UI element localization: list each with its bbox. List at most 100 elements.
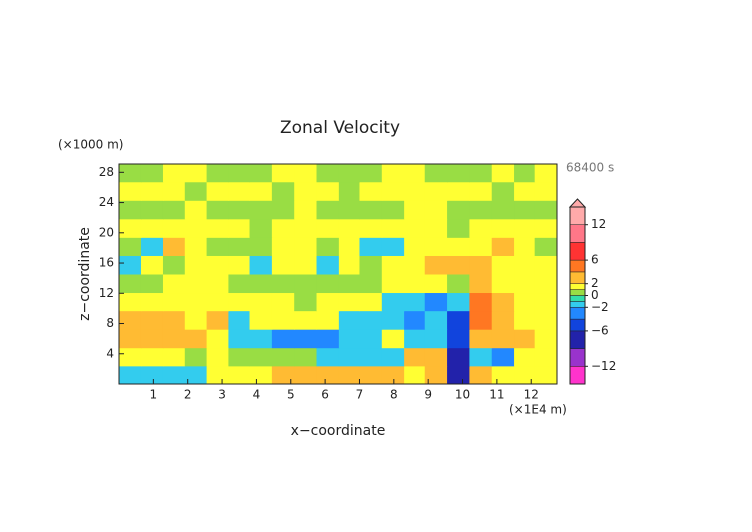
colorbar-tick-label: 0	[591, 288, 599, 302]
colorbar-band	[569, 242, 586, 261]
field-cell	[162, 255, 186, 275]
field-cell	[534, 218, 558, 238]
field-cell	[404, 164, 426, 183]
field-cell	[316, 347, 340, 367]
colorbar-band	[569, 307, 586, 320]
field-cell	[424, 347, 448, 367]
field-cell	[271, 310, 295, 330]
field-cell	[404, 329, 426, 349]
field-cell	[469, 292, 493, 312]
field-cell	[338, 218, 360, 238]
field-cell	[491, 292, 515, 312]
field-cell	[206, 218, 229, 238]
colorbar-band	[569, 289, 586, 296]
field-cell	[447, 365, 470, 385]
field-cell	[491, 237, 515, 256]
colorbar-band	[569, 271, 586, 284]
field-cell	[228, 181, 251, 201]
field-cell	[381, 255, 405, 275]
field-cell	[359, 347, 383, 367]
field-cell	[228, 200, 251, 220]
field-cell	[206, 164, 229, 183]
field-cell	[140, 181, 164, 201]
field-cell	[140, 164, 164, 183]
field-cell	[424, 218, 448, 238]
field-cell	[294, 181, 318, 201]
field-cell	[162, 218, 186, 238]
field-cell	[249, 164, 273, 183]
field-cell	[228, 255, 251, 275]
x-tick-label: 5	[287, 388, 295, 402]
field-cell	[119, 310, 142, 330]
field-cell	[338, 310, 360, 330]
field-cell	[534, 292, 558, 312]
field-cell	[381, 292, 405, 312]
x-tick-label: 2	[184, 388, 192, 402]
field-cell	[381, 347, 405, 367]
chart-title: Zonal Velocity	[280, 118, 400, 138]
field-cell	[140, 200, 164, 220]
field-cell	[206, 181, 229, 201]
x-tick-label: 3	[218, 388, 226, 402]
field-cell	[447, 164, 470, 183]
field-cell	[119, 292, 142, 312]
field-cell	[316, 237, 340, 256]
x-tick-label: 11	[489, 388, 504, 402]
colorbar-band	[569, 366, 586, 385]
field-cell	[294, 164, 318, 183]
field-cell	[381, 181, 405, 201]
field-cell	[491, 329, 515, 349]
field-cell	[424, 164, 448, 183]
colorbar-band	[569, 206, 586, 225]
field-cell	[491, 347, 515, 367]
field-cell	[184, 365, 208, 385]
field-cell	[359, 365, 383, 385]
field-cell	[162, 237, 186, 256]
field-cell	[447, 218, 470, 238]
field-cell	[119, 347, 142, 367]
y-tick-label: 28	[99, 165, 114, 179]
field-cell	[249, 200, 273, 220]
field-cell	[140, 347, 164, 367]
field-cell	[228, 237, 251, 256]
y-tick-label: 4	[106, 346, 114, 360]
field-cell	[469, 347, 493, 367]
field-cell	[249, 274, 273, 294]
field-cell	[514, 329, 536, 349]
y-tick-label: 24	[99, 195, 114, 209]
y-tick-label: 16	[99, 256, 114, 270]
field-cell	[119, 237, 142, 256]
colorbar-tick-label: 6	[591, 253, 599, 267]
field-cell	[514, 310, 536, 330]
colorbar-tick-label: 2	[591, 276, 599, 290]
field-cell	[338, 255, 360, 275]
field-cell	[271, 164, 295, 183]
field-cell	[534, 274, 558, 294]
field-cell	[119, 181, 142, 201]
field-cell	[359, 200, 383, 220]
field-cell	[491, 218, 515, 238]
field-cell	[206, 200, 229, 220]
field-cell	[338, 365, 360, 385]
colorbar-band	[569, 224, 586, 243]
field-cell	[424, 274, 448, 294]
field-cell	[119, 200, 142, 220]
field-cell	[491, 365, 515, 385]
field-cell	[338, 200, 360, 220]
colorbar-band	[569, 295, 586, 302]
field-cell	[162, 181, 186, 201]
field-cell	[228, 310, 251, 330]
field-cell	[140, 329, 164, 349]
x-tick-label: 4	[253, 388, 261, 402]
field-cell	[381, 218, 405, 238]
field-cell	[228, 292, 251, 312]
x-tick-label: 6	[321, 388, 329, 402]
field-cell	[469, 237, 493, 256]
field-cell	[381, 310, 405, 330]
field-cell	[140, 255, 164, 275]
field-cell	[249, 329, 273, 349]
field-cell	[119, 329, 142, 349]
field-cell	[316, 365, 340, 385]
field-cell	[469, 181, 493, 201]
field-cell	[184, 274, 208, 294]
